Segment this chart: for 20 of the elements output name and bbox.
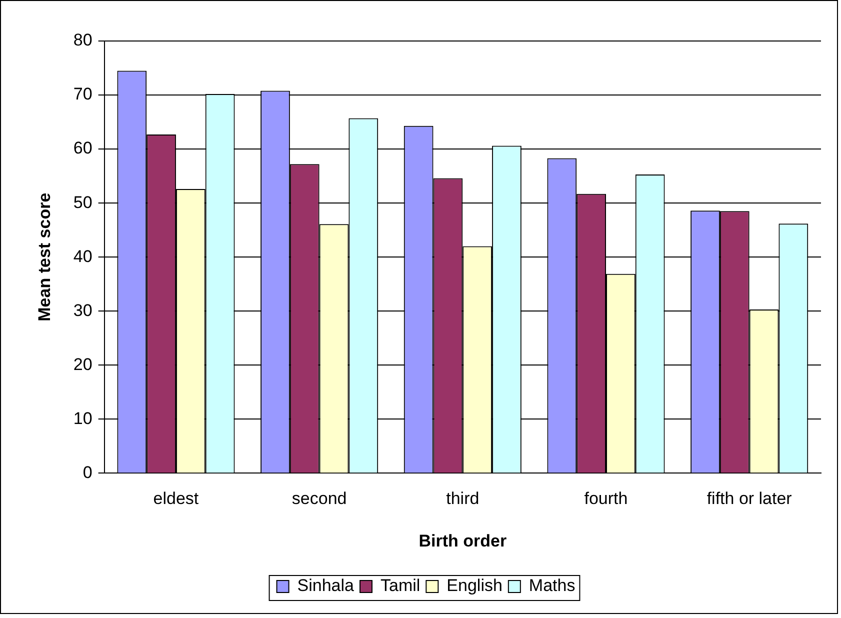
y-tick-label: 10 <box>73 408 92 428</box>
legend-label: Maths <box>528 576 576 596</box>
legend-label: English <box>446 576 502 596</box>
y-tick-label: 70 <box>73 84 92 104</box>
y-tick-label: 20 <box>73 354 92 374</box>
y-tick-label: 80 <box>73 30 92 50</box>
x-tick-label: third <box>446 489 480 508</box>
x-tick-label: eldest <box>153 489 199 508</box>
y-tick-label: 50 <box>73 192 92 212</box>
x-tick-label: fifth or later <box>706 489 792 508</box>
legend-label: Tamil <box>380 576 420 596</box>
x-axis-title: Birth order <box>418 531 507 550</box>
legend-label: Sinhala <box>297 576 355 596</box>
x-tick-label: fourth <box>584 489 628 508</box>
x-tick-label: second <box>292 489 347 508</box>
y-tick-label: 40 <box>73 246 92 266</box>
y-tick-label: 0 <box>82 462 92 482</box>
y-axis-title: Mean test score <box>34 192 54 322</box>
y-tick-label: 60 <box>73 138 92 158</box>
y-tick-label: 30 <box>73 300 92 320</box>
